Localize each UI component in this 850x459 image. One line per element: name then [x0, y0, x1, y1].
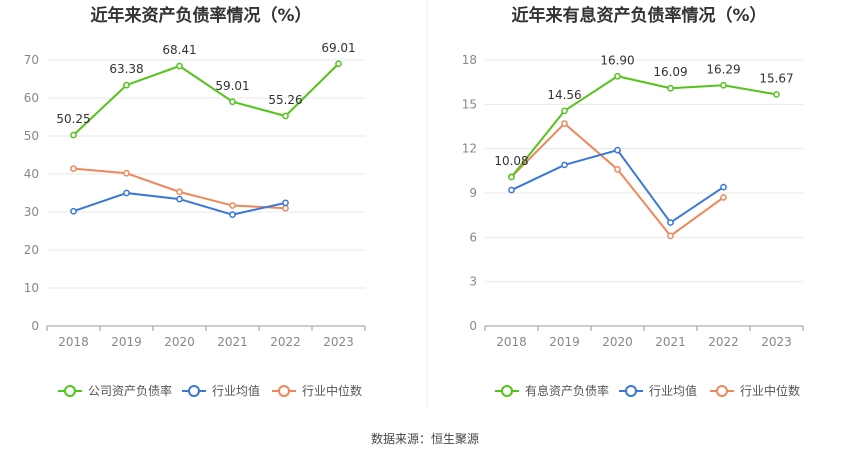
debt-ratio-chart: 近年来资产负债率情况（%） 0 10 20 30 40 50 60 70 2018 2019 202… — [24, 5, 366, 398]
legend-item[interactable]: 行业中位数 — [272, 383, 362, 398]
data-point — [229, 202, 236, 209]
data-point — [123, 81, 130, 89]
legend-marker — [64, 385, 76, 397]
x-tick-label: 2021 — [655, 335, 686, 349]
data-point — [70, 131, 77, 139]
data-point — [720, 194, 727, 201]
y-tick-label: 3 — [469, 275, 477, 289]
series-line — [510, 122, 725, 238]
data-point — [176, 188, 183, 196]
data-point — [282, 112, 289, 120]
data-point — [720, 183, 727, 191]
data-point — [561, 161, 568, 169]
data-label: 68.41 — [162, 43, 196, 57]
x-tick-label: 2019 — [549, 335, 580, 349]
data-point — [720, 81, 727, 89]
data-point — [70, 165, 77, 173]
data-point — [229, 211, 236, 219]
legend-item[interactable]: 有息资产负债率 — [495, 383, 609, 398]
legend-marker — [188, 385, 200, 397]
y-tick-label: 60 — [24, 91, 39, 105]
x-tick-label: 2022 — [270, 335, 301, 349]
legend-label: 行业均值 — [649, 383, 697, 398]
y-tick-label: 0 — [31, 319, 39, 333]
data-label: 59.01 — [215, 79, 249, 93]
data-point — [773, 91, 780, 98]
legend-marker — [716, 385, 728, 397]
data-label: 69.01 — [321, 41, 355, 55]
data-point — [667, 219, 674, 226]
data-point — [123, 169, 130, 177]
data-point — [614, 72, 621, 80]
data-point — [335, 60, 342, 68]
data-point — [508, 173, 515, 181]
data-point — [614, 146, 621, 154]
data-point — [667, 232, 674, 240]
legend-item[interactable]: 行业均值 — [619, 383, 697, 398]
x-tick-label: 2023 — [761, 335, 792, 349]
x-tick-label: 2018 — [496, 335, 527, 349]
data-label: 63.38 — [109, 62, 143, 76]
chart-title: 近年来有息资产负债率情况（%） — [511, 5, 766, 26]
x-tick-label: 2019 — [111, 335, 142, 349]
y-tick-label: 70 — [24, 53, 39, 67]
legend-label: 有息资产负债率 — [525, 383, 609, 398]
data-label: 16.29 — [706, 62, 740, 76]
y-tick-label: 40 — [24, 167, 39, 181]
legend-marker — [501, 385, 513, 397]
data-label: 50.25 — [56, 112, 90, 126]
legend-label: 行业中位数 — [740, 383, 800, 398]
series-line — [511, 148, 725, 224]
data-label: 15.67 — [759, 71, 793, 85]
data-point — [229, 98, 236, 106]
y-tick-label: 12 — [462, 142, 477, 156]
x-tick-label: 2023 — [323, 335, 354, 349]
data-point — [667, 84, 674, 92]
x-tick-label: 2020 — [164, 335, 195, 349]
data-point — [561, 120, 568, 127]
y-tick-label: 10 — [24, 281, 39, 295]
source-text: 数据来源：恒生聚源 — [371, 431, 479, 446]
data-label: 16.90 — [600, 53, 634, 67]
data-point — [176, 62, 183, 70]
series-line — [72, 63, 340, 136]
legend-label: 行业均值 — [212, 383, 260, 398]
x-tick-label: 2022 — [708, 335, 739, 349]
y-tick-label: 30 — [24, 205, 39, 219]
x-tick-label: 2020 — [602, 335, 633, 349]
y-tick-label: 15 — [462, 97, 477, 111]
legend-label: 公司资产负债率 — [88, 383, 172, 398]
series-line — [510, 75, 777, 178]
y-tick-label: 6 — [469, 230, 477, 244]
data-point — [614, 166, 621, 173]
x-tick-label: 2021 — [217, 335, 248, 349]
y-tick-label: 20 — [24, 243, 39, 257]
data-point — [123, 189, 130, 197]
legend-marker — [625, 385, 637, 397]
data-point — [282, 204, 289, 212]
data-label: 55.26 — [268, 93, 302, 107]
data-point — [561, 107, 568, 115]
y-tick-label: 50 — [24, 129, 39, 143]
legend-label: 行业中位数 — [302, 383, 362, 398]
legend-item[interactable]: 公司资产负债率 — [58, 383, 172, 398]
data-point — [176, 195, 183, 203]
legend-marker — [278, 385, 290, 397]
legend-item[interactable]: 行业均值 — [182, 383, 260, 398]
interest-debt-ratio-chart: 近年来有息资产负债率情况（%） 0 3 6 9 12 15 18 2018 2019 2020 20… — [462, 5, 804, 398]
y-tick-label: 18 — [462, 53, 477, 67]
data-label: 16.09 — [653, 65, 687, 79]
data-point — [508, 186, 515, 194]
y-tick-label: 9 — [469, 186, 477, 200]
data-label: 10.08 — [494, 154, 528, 168]
data-point — [70, 207, 77, 215]
y-tick-label: 0 — [469, 319, 477, 333]
chart-title: 近年来资产负债率情况（%） — [90, 5, 311, 26]
legend-item[interactable]: 行业中位数 — [710, 383, 800, 398]
x-tick-label: 2018 — [58, 335, 89, 349]
data-label: 14.56 — [547, 88, 581, 102]
data-point — [282, 199, 289, 207]
